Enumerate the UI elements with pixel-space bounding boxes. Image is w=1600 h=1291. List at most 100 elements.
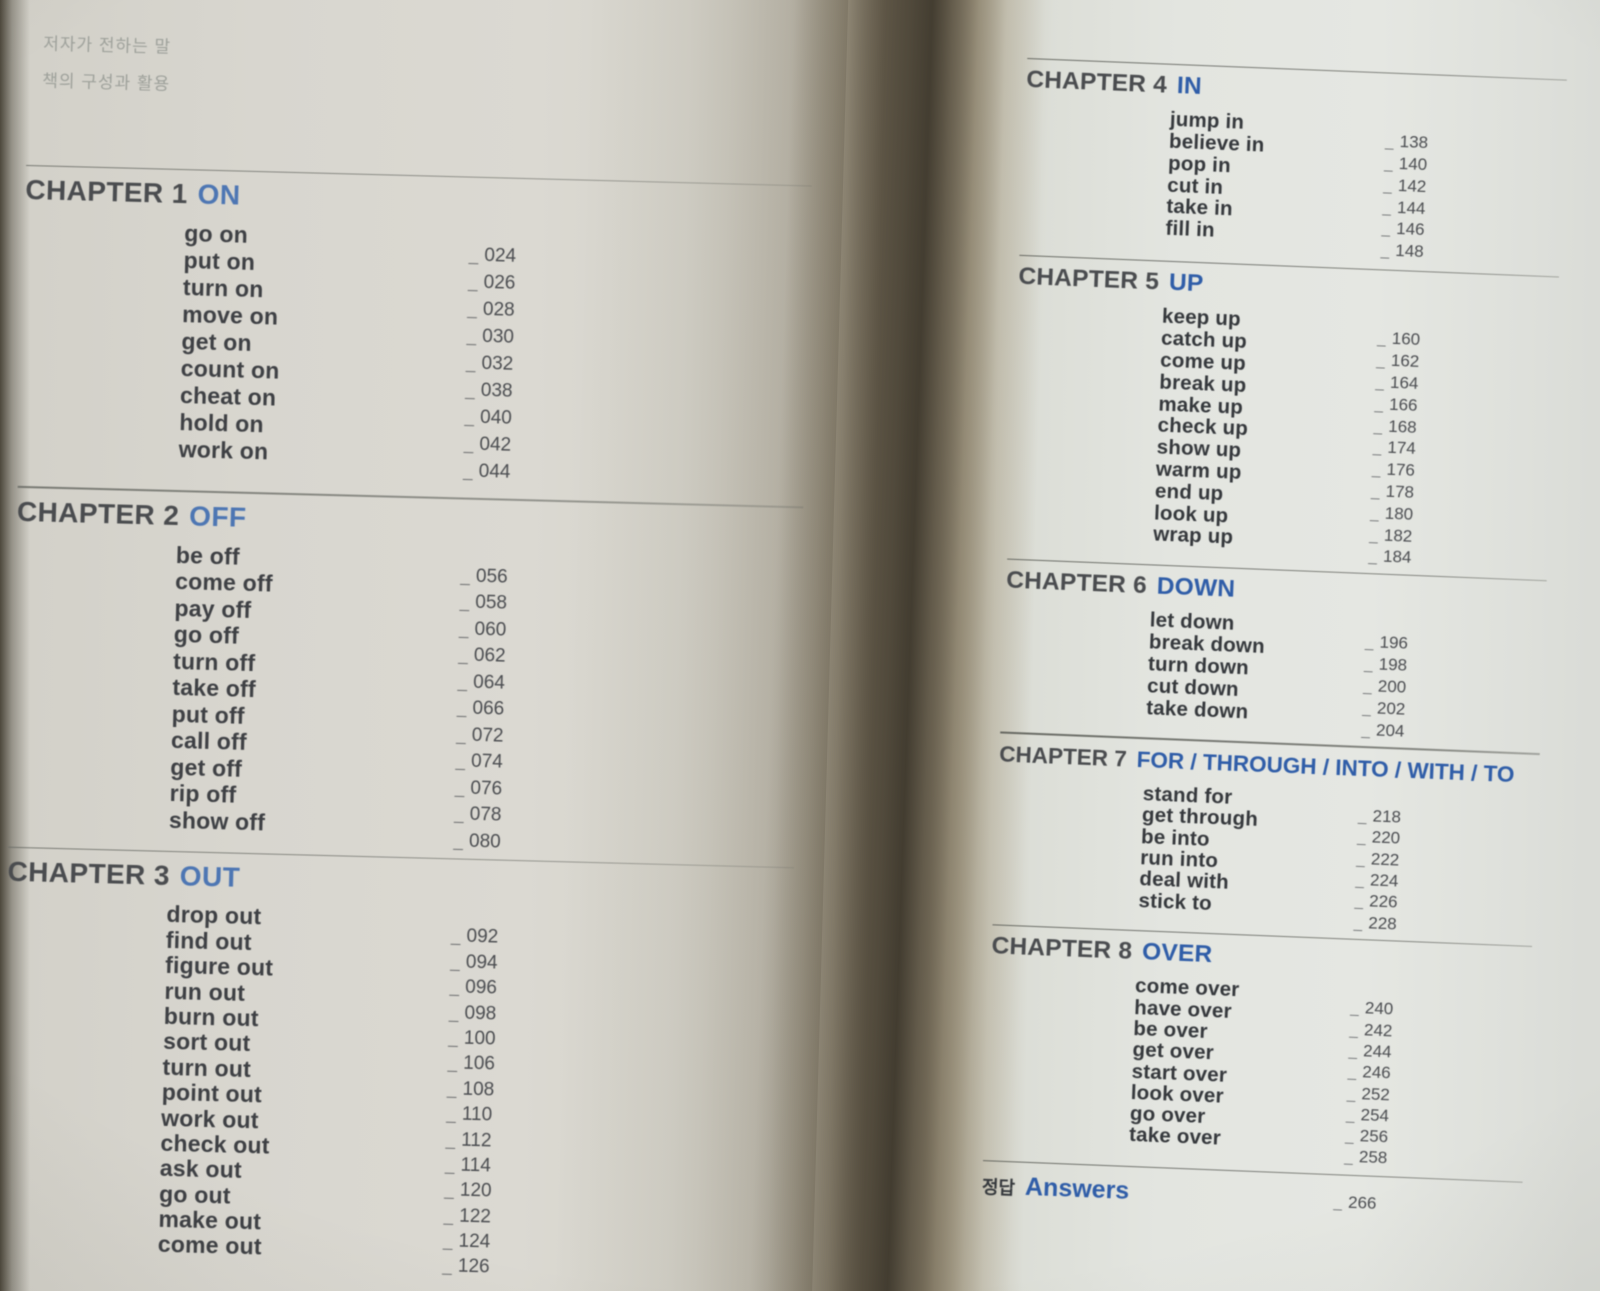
page-number: 164 xyxy=(1389,372,1419,393)
toc-entry-page: _ 028 xyxy=(467,296,515,324)
page-number-prefix: _ xyxy=(459,592,470,612)
page-number-column: _ 240 _ 242 _ 244 _ 246 _ 252 _ 254 _ 256 _ 258 xyxy=(1344,984,1394,1169)
page-number: 226 xyxy=(1368,891,1398,912)
page-number: 228 xyxy=(1367,913,1398,934)
page-number-prefix: _ xyxy=(1344,1127,1355,1146)
chapter-section: CHAPTER 5 UP keep up catch up come up break u… xyxy=(1007,254,1559,574)
page-number: 026 xyxy=(483,272,516,295)
chapter-topic: FOR / THROUGH / INTO / WITH / TO xyxy=(1136,746,1515,787)
page-number-prefix: _ xyxy=(1362,699,1372,718)
chapter-number: CHAPTER 2 xyxy=(16,495,180,531)
toc-entry-page: _ 148 xyxy=(1380,240,1424,264)
chapter-section: CHAPTER 1 ON go on put on turn on move on get … xyxy=(18,164,812,494)
page-number: 202 xyxy=(1376,698,1406,719)
toc-entry-page: _ 164 xyxy=(1375,371,1419,395)
phrase-column: drop out find out figure out run out burn ou… xyxy=(158,901,452,1265)
page-number: 092 xyxy=(466,926,499,948)
toc-entry-page: _ 076 xyxy=(455,775,503,803)
page-number: 240 xyxy=(1364,998,1394,1019)
toc-entry-page: _ 044 xyxy=(463,458,511,486)
page-number: 094 xyxy=(465,951,498,974)
page-number-prefix: _ xyxy=(1369,504,1380,523)
toc-entry-page: _ 218 xyxy=(1358,805,1402,828)
toc-entry-page: _ 110 xyxy=(446,1101,494,1128)
toc-entry-page: _ 038 xyxy=(465,377,513,405)
page-number-prefix: _ xyxy=(463,434,474,455)
page-number-prefix: _ xyxy=(467,299,478,320)
toc-entry-page: _ 198 xyxy=(1364,653,1408,677)
page-number: 122 xyxy=(458,1205,492,1228)
page-number: 204 xyxy=(1375,720,1405,741)
toc-entry-page: _ 060 xyxy=(459,616,507,644)
toc-entry-page: _ 056 xyxy=(460,563,508,591)
chapter-entries: come over have over be over get over start o… xyxy=(983,970,1530,1175)
page-number-prefix: _ xyxy=(456,698,467,718)
page-number: 200 xyxy=(1377,676,1407,697)
page-number: 100 xyxy=(463,1027,496,1050)
chapter-section: CHAPTER 7 FOR / THROUGH / INTO / WITH / T… xyxy=(993,731,1540,940)
page-number-prefix: _ xyxy=(450,926,461,946)
page-number-prefix: _ xyxy=(460,566,471,586)
chapter-number: CHAPTER 6 xyxy=(1005,567,1148,600)
toc-entry-page: _ 220 xyxy=(1357,826,1401,849)
page-number-prefix: _ xyxy=(1346,1085,1356,1103)
page-number-prefix: _ xyxy=(447,1053,458,1073)
page-number-prefix: _ xyxy=(449,977,460,997)
phrase-column: jump in believe in pop in cut in take in fill… xyxy=(1165,108,1386,248)
page-number-prefix: _ xyxy=(458,645,469,665)
chapter-number: CHAPTER 1 xyxy=(25,174,189,210)
page-number: 044 xyxy=(478,461,511,484)
page-number-prefix: _ xyxy=(443,1205,454,1226)
page-number: 076 xyxy=(470,777,503,800)
toc-entry-page: _ 168 xyxy=(1373,415,1417,439)
page-number-prefix: _ xyxy=(1348,1042,1358,1060)
page-number-prefix: _ xyxy=(465,380,476,401)
page-number-prefix: _ xyxy=(448,1002,459,1023)
page-number: 266 xyxy=(1347,1192,1377,1213)
toc-entry-page: _ 144 xyxy=(1382,196,1426,220)
toc-entry-page: _ 162 xyxy=(1376,349,1420,373)
page-number-column: _ 056 _ 058 _ 060 _ 062 _ 064 _ 066 _ 072 _ 074 _ 076 _ 078… xyxy=(453,549,508,856)
page-number: 256 xyxy=(1359,1126,1389,1147)
toc-entry-page: _ 228 xyxy=(1353,911,1397,934)
page-number: 178 xyxy=(1385,481,1415,502)
page-number: 168 xyxy=(1387,416,1418,437)
page-number-prefix: _ xyxy=(1374,395,1384,414)
phrase-column: keep up catch up come up break up make up che… xyxy=(1153,305,1378,554)
chapter-section: CHAPTER 3 OUT drop out find out figure out ru… xyxy=(0,846,794,1288)
page-number: 126 xyxy=(457,1256,490,1278)
toc-entry-page: _ 096 xyxy=(449,974,497,1001)
page-number-prefix: _ xyxy=(1383,177,1393,195)
page-number-prefix: _ xyxy=(1354,893,1364,911)
page-number-prefix: _ xyxy=(1376,352,1386,370)
page-number-prefix: _ xyxy=(1381,220,1391,239)
page-number: 140 xyxy=(1398,154,1428,175)
toc-entry-page: _ 092 xyxy=(451,924,499,951)
toc-entry-page: _ 078 xyxy=(454,801,502,829)
page-number-prefix: _ xyxy=(446,1079,457,1099)
page-number-prefix: _ xyxy=(465,353,476,374)
toc-entry-page: _ 242 xyxy=(1349,1018,1393,1041)
page-number-column: _ 024 _ 026 _ 028 _ 030 _ 032 _ 038 _ 040 _ 042 _ 044 xyxy=(463,228,517,486)
page-number-prefix: _ xyxy=(1383,155,1394,173)
toc-entry-page: _ 112 xyxy=(445,1127,493,1154)
toc-entry-page: _ 200 xyxy=(1363,675,1407,699)
page-number-prefix: _ xyxy=(455,751,466,771)
photo-left-edge-shadow xyxy=(0,0,30,1291)
page-number: 124 xyxy=(458,1230,491,1253)
toc-entry-page: _ 226 xyxy=(1354,890,1398,913)
page-number-prefix: _ xyxy=(1384,133,1395,152)
toc-entry-page: _ 178 xyxy=(1371,480,1415,504)
page-number: 198 xyxy=(1378,654,1408,675)
toc-entry-page: _ 222 xyxy=(1356,847,1400,870)
chapter-number: CHAPTER 8 xyxy=(991,932,1133,966)
page-number-column: _ 092 _ 094 _ 096 _ 098 _ 100 _ 106 _ 108 _ 110 _ 112 _ 114… xyxy=(442,910,499,1281)
page-number: 040 xyxy=(479,407,513,430)
page-number-prefix: _ xyxy=(1364,634,1374,652)
page-number: 042 xyxy=(479,434,512,457)
toc-entry-page: _ 266 xyxy=(1333,1185,1377,1214)
chapter-entries: keep up catch up come up break up make up che… xyxy=(1007,300,1557,574)
page-number: 096 xyxy=(464,976,498,999)
chapter-topic: ON xyxy=(197,178,241,211)
